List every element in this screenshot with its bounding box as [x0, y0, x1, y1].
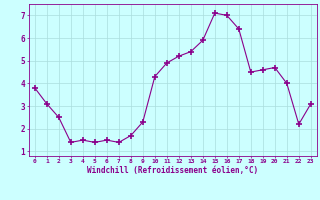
X-axis label: Windchill (Refroidissement éolien,°C): Windchill (Refroidissement éolien,°C) — [87, 166, 258, 175]
